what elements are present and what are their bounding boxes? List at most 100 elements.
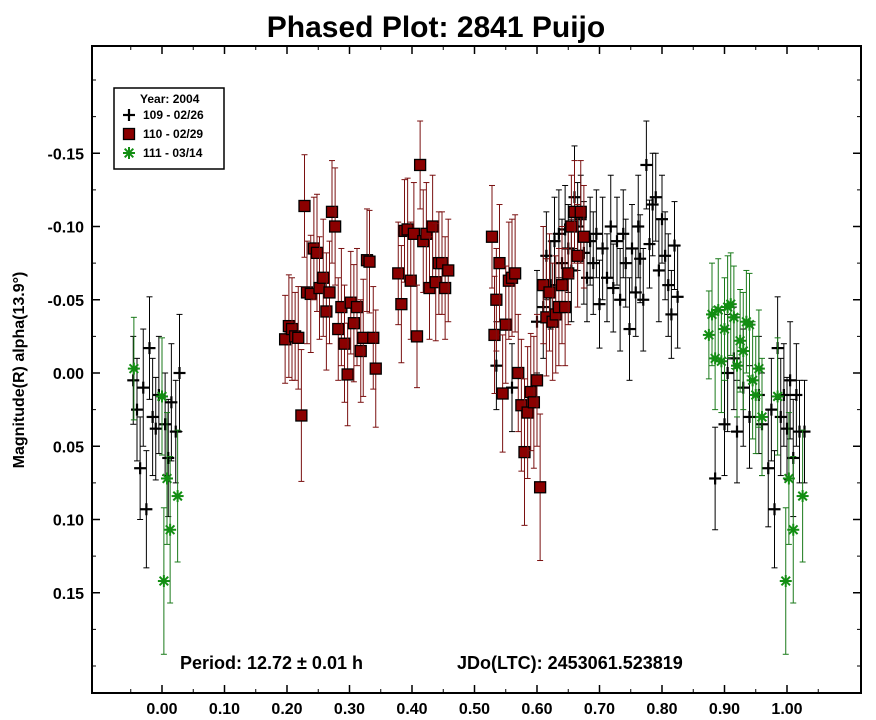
point-marker bbox=[363, 255, 376, 268]
point-marker bbox=[435, 256, 449, 270]
legend-entry-label: 110 - 02/29 bbox=[143, 127, 203, 141]
point-marker bbox=[137, 381, 150, 394]
marker-stroke bbox=[123, 147, 135, 159]
point-marker bbox=[562, 267, 575, 280]
data-point bbox=[485, 184, 499, 289]
series-1 bbox=[127, 120, 811, 569]
data-point bbox=[549, 255, 562, 374]
data-point bbox=[417, 189, 430, 293]
point-marker bbox=[552, 227, 565, 240]
point-marker bbox=[649, 191, 662, 204]
point-marker bbox=[632, 220, 645, 233]
data-point bbox=[332, 277, 345, 381]
point-marker bbox=[325, 205, 339, 219]
marker-shape bbox=[295, 409, 308, 422]
marker-shape bbox=[527, 396, 541, 409]
data-point bbox=[731, 313, 743, 418]
point-marker bbox=[715, 355, 728, 368]
marker-shape bbox=[367, 331, 380, 344]
point-marker bbox=[659, 249, 672, 262]
point-marker bbox=[724, 298, 737, 311]
data-point bbox=[323, 240, 336, 345]
x-tick-label: 0.70 bbox=[584, 701, 615, 718]
data-point bbox=[157, 507, 170, 655]
data-point bbox=[768, 450, 781, 569]
point-marker bbox=[623, 323, 636, 336]
point-marker bbox=[530, 374, 544, 387]
data-point bbox=[662, 233, 675, 337]
data-point bbox=[619, 218, 632, 308]
marker-stroke bbox=[772, 391, 783, 402]
marker-shape bbox=[543, 286, 556, 299]
point-marker bbox=[392, 267, 405, 280]
data-point bbox=[438, 236, 452, 340]
data-point bbox=[577, 184, 591, 289]
point-marker bbox=[652, 264, 665, 277]
data-point bbox=[518, 378, 531, 526]
legend-entry-label: 109 - 02/26 bbox=[143, 108, 204, 122]
point-marker bbox=[787, 523, 800, 536]
data-point bbox=[632, 174, 645, 279]
point-marker bbox=[515, 399, 528, 412]
point-marker bbox=[555, 278, 569, 292]
point-marker bbox=[143, 342, 156, 355]
data-point bbox=[604, 174, 617, 279]
data-point bbox=[521, 346, 534, 479]
marker-shape bbox=[338, 337, 351, 350]
data-point bbox=[640, 120, 653, 210]
data-point bbox=[743, 272, 756, 377]
data-point bbox=[671, 245, 684, 349]
data-point bbox=[607, 243, 620, 333]
plot-frame bbox=[91, 45, 862, 694]
marker-shape bbox=[518, 445, 531, 459]
data-point bbox=[127, 316, 140, 421]
point-marker bbox=[768, 503, 781, 516]
marker-shape bbox=[435, 256, 449, 270]
marker-shape bbox=[332, 322, 345, 336]
data-point bbox=[537, 226, 550, 345]
y-axis-label: Magnitude(R) alpha(13.9°) bbox=[11, 272, 28, 469]
point-marker bbox=[527, 396, 541, 409]
point-marker bbox=[328, 220, 342, 233]
period-annotation: Period: 12.72 ± 0.01 h bbox=[180, 653, 363, 673]
point-marker bbox=[341, 368, 354, 381]
x-tick-label: 0.80 bbox=[646, 701, 677, 718]
data-point bbox=[787, 456, 800, 604]
data-point bbox=[493, 204, 506, 323]
data-point bbox=[774, 357, 787, 477]
point-marker bbox=[162, 451, 175, 464]
point-marker bbox=[159, 418, 172, 431]
marker-stroke bbox=[156, 391, 168, 402]
data-point bbox=[587, 211, 600, 315]
data-point bbox=[527, 335, 541, 469]
y-tick-label: 0.10 bbox=[53, 513, 84, 530]
marker-shape bbox=[317, 271, 330, 284]
point-marker bbox=[765, 403, 778, 416]
marker-shape bbox=[555, 278, 569, 292]
data-point bbox=[347, 264, 361, 383]
marker-stroke bbox=[713, 304, 724, 316]
data-point bbox=[508, 214, 522, 333]
point-marker bbox=[571, 249, 584, 262]
marker-shape bbox=[508, 267, 522, 280]
point-marker bbox=[743, 318, 756, 331]
data-point bbox=[718, 277, 731, 381]
point-marker bbox=[790, 388, 803, 401]
point-marker bbox=[537, 278, 550, 292]
data-point bbox=[643, 199, 656, 289]
point-marker bbox=[157, 575, 170, 588]
marker-shape bbox=[571, 249, 584, 262]
data-point bbox=[798, 379, 811, 484]
marker-shape bbox=[537, 278, 550, 292]
point-marker bbox=[731, 425, 743, 438]
point-marker bbox=[619, 257, 632, 270]
point-marker bbox=[656, 213, 668, 226]
marker-stroke bbox=[780, 576, 791, 587]
marker-shape bbox=[298, 199, 311, 213]
point-marker bbox=[369, 362, 382, 375]
point-marker bbox=[298, 199, 311, 213]
data-point bbox=[784, 321, 797, 440]
marker-shape bbox=[350, 300, 364, 314]
marker-shape bbox=[420, 227, 433, 240]
